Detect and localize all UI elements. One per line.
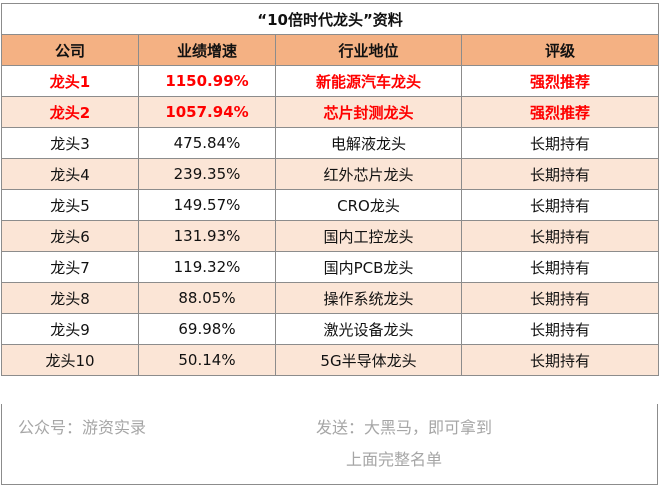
table-row: 龙头4 239.35% 红外芯片龙头 长期持有 [1,158,660,190]
header-growth: 业绩增速 [138,34,276,66]
cell-rating: 长期持有 [460,313,660,345]
cell-rating: 长期持有 [460,158,660,190]
table-row: 龙头7 119.32% 国内PCB龙头 长期持有 [1,251,660,283]
cell-industry: CRO龙头 [275,189,462,221]
table-row: 龙头5 149.57% CRO龙头 长期持有 [1,189,660,221]
cell-rating: 长期持有 [460,251,660,283]
cell-rating: 强烈推荐 [460,96,660,128]
footer-note: 公众号：游资实录 发送：大黑马，即可拿到 上面完整名单 [1,404,658,485]
cell-growth: 1150.99% [138,65,276,97]
table-row: 龙头1 1150.99% 新能源汽车龙头 强烈推荐 [1,65,660,97]
cell-rating: 长期持有 [460,127,660,159]
cell-company: 龙头5 [1,189,139,221]
cell-growth: 1057.94% [138,96,276,128]
cell-company: 龙头6 [1,220,139,252]
cell-growth: 119.32% [138,251,276,283]
cell-industry: 新能源汽车龙头 [275,65,462,97]
cell-rating: 长期持有 [460,189,660,221]
table-row: 龙头6 131.93% 国内工控龙头 长期持有 [1,220,660,252]
data-table: “10倍时代龙头”资料 公司 业绩增速 行业地位 评级 龙头1 1150.99%… [0,3,660,376]
cell-company: 龙头8 [1,282,139,314]
cell-industry: 激光设备龙头 [275,313,462,345]
account-text: 公众号：游资实录 [18,418,147,437]
send-instruction-line2: 上面完整名单 [346,450,443,469]
cell-company: 龙头10 [1,344,139,376]
cell-rating: 长期持有 [460,282,660,314]
cell-growth: 131.93% [138,220,276,252]
cell-growth: 69.98% [138,313,276,345]
cell-company: 龙头3 [1,127,139,159]
cell-growth: 88.05% [138,282,276,314]
header-row: 公司 业绩增速 行业地位 评级 [1,34,660,66]
cell-growth: 475.84% [138,127,276,159]
cell-growth: 50.14% [138,344,276,376]
cell-rating: 长期持有 [460,220,660,252]
cell-company: 龙头4 [1,158,139,190]
cell-rating: 长期持有 [460,344,660,376]
send-instruction-line1: 发送：大黑马，即可拿到 [316,418,493,437]
header-industry: 行业地位 [275,34,462,66]
cell-industry: 操作系统龙头 [275,282,462,314]
cell-industry: 红外芯片龙头 [275,158,462,190]
table-row: 龙头2 1057.94% 芯片封测龙头 强烈推荐 [1,96,660,128]
cell-industry: 国内工控龙头 [275,220,462,252]
cell-rating: 强烈推荐 [460,65,660,97]
cell-industry: 芯片封测龙头 [275,96,462,128]
cell-growth: 149.57% [138,189,276,221]
cell-company: 龙头2 [1,96,139,128]
cell-industry: 国内PCB龙头 [275,251,462,283]
title-row: “10倍时代龙头”资料 [0,3,660,35]
cell-company: 龙头9 [1,313,139,345]
table-title: “10倍时代龙头”资料 [0,3,660,35]
cell-industry: 电解液龙头 [275,127,462,159]
cell-company: 龙头1 [1,65,139,97]
table-row: 龙头3 475.84% 电解液龙头 长期持有 [1,127,660,159]
table-row: 龙头10 50.14% 5G半导体龙头 长期持有 [1,344,660,376]
header-rating: 评级 [460,34,660,66]
cell-growth: 239.35% [138,158,276,190]
header-company: 公司 [1,34,139,66]
table-row: 龙头8 88.05% 操作系统龙头 长期持有 [1,282,660,314]
cell-industry: 5G半导体龙头 [275,344,462,376]
cell-company: 龙头7 [1,251,139,283]
table-row: 龙头9 69.98% 激光设备龙头 长期持有 [1,313,660,345]
